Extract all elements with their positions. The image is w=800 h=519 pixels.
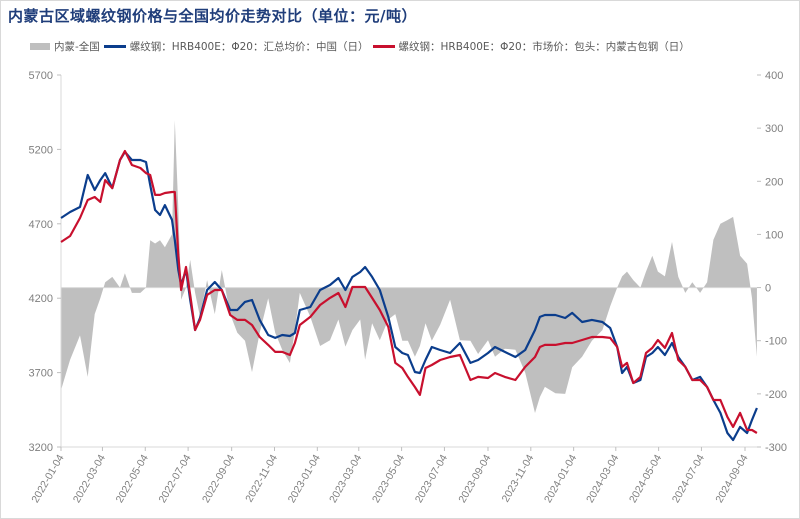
x-tick-label: 2024-05-04: [627, 452, 664, 505]
left-tick-label: 3700: [29, 368, 53, 380]
legend-label: 螺纹钢：HRB400E：Φ20：市场价：包头：内蒙古包钢（日）: [398, 41, 690, 53]
right-tick-label: 0: [765, 283, 771, 295]
legend-swatch-line: [372, 45, 395, 48]
legend-item-diff: 内蒙-全国: [30, 39, 100, 54]
diff-area-series: [61, 120, 757, 413]
x-tick-label: 2024-09-04: [713, 452, 750, 505]
left-tick-label: 4700: [29, 219, 53, 231]
x-tick-label: 2022-03-04: [71, 452, 108, 505]
legend: 内蒙-全国 螺纹钢：HRB400E：Φ20：汇总均价：中国（日） 螺纹钢：HRB…: [30, 39, 694, 54]
x-tick-label: 2022-07-04: [156, 452, 193, 505]
left-tick-label: 3200: [29, 442, 53, 454]
right-tick-label: 200: [765, 176, 783, 188]
legend-swatch-line: [103, 45, 126, 48]
legend-item-national: 螺纹钢：HRB400E：Φ20：汇总均价：中国（日）: [103, 39, 369, 54]
x-tick-label: 2023-07-04: [413, 452, 450, 505]
x-tick-label: 2022-09-04: [200, 452, 237, 505]
x-tick-label: 2023-11-04: [500, 452, 537, 504]
x-tick-label: 2023-09-04: [456, 452, 493, 505]
x-tick-label: 2024-03-04: [584, 452, 621, 505]
legend-item-baotou: 螺纹钢：HRB400E：Φ20：市场价：包头：内蒙古包钢（日）: [372, 39, 690, 54]
x-tick-label: 2024-07-04: [670, 452, 707, 505]
baotou-price-line: [60, 149, 758, 434]
right-tick-label: 300: [765, 123, 783, 135]
legend-label: 螺纹钢：HRB400E：Φ20：汇总均价：中国（日）: [129, 41, 369, 53]
left-tick-label: 5700: [29, 70, 53, 82]
legend-label: 内蒙-全国: [54, 41, 100, 53]
x-tick-label: 2022-11-04: [243, 452, 280, 504]
x-tick-label: 2024-01-04: [542, 452, 579, 505]
right-tick-label: -200: [765, 389, 787, 401]
x-tick-label: 2023-03-04: [327, 452, 364, 505]
right-tick-label: 100: [765, 229, 783, 241]
x-tick-label: 2022-05-04: [114, 452, 151, 505]
legend-swatch-area: [30, 43, 50, 50]
right-tick-label: -300: [765, 442, 787, 454]
right-tick-label: 400: [765, 70, 783, 82]
left-tick-label: 5200: [29, 144, 53, 156]
x-tick-label: 2023-05-04: [370, 452, 407, 505]
national-price-line: [60, 150, 758, 442]
x-tick-label: 2022-01-04: [29, 452, 66, 505]
x-tick-label: 2023-01-04: [286, 452, 323, 505]
right-tick-label: -100: [765, 336, 787, 348]
chart-title: 内蒙古区域螺纹钢价格与全国均价走势对比（单位：元/吨）: [8, 7, 417, 25]
left-tick-label: 4200: [29, 293, 53, 305]
